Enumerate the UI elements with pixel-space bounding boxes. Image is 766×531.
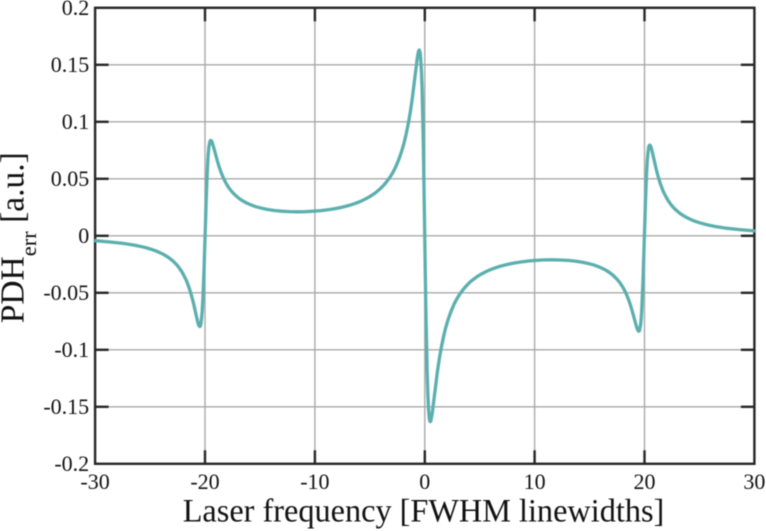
svg-text:-0.1: -0.1: [54, 337, 89, 362]
svg-text:10: 10: [524, 469, 546, 494]
svg-text:0.2: 0.2: [62, 0, 90, 20]
svg-text:0.15: 0.15: [51, 52, 90, 77]
svg-text:0: 0: [419, 469, 430, 494]
svg-text:-10: -10: [300, 469, 329, 494]
svg-text:30: 30: [743, 469, 765, 494]
svg-text:-20: -20: [190, 469, 219, 494]
svg-text:20: 20: [634, 469, 656, 494]
svg-text:-0.15: -0.15: [43, 394, 89, 419]
svg-text:0: 0: [78, 223, 89, 248]
svg-text:-0.2: -0.2: [54, 451, 89, 476]
svg-text:Laser frequency [FWHM linewidt: Laser frequency [FWHM linewidths]: [183, 493, 665, 529]
svg-text:-30: -30: [80, 469, 109, 494]
svg-text:0.1: 0.1: [62, 109, 90, 134]
svg-text:-0.05: -0.05: [43, 280, 89, 305]
svg-text:0.05: 0.05: [51, 166, 90, 191]
